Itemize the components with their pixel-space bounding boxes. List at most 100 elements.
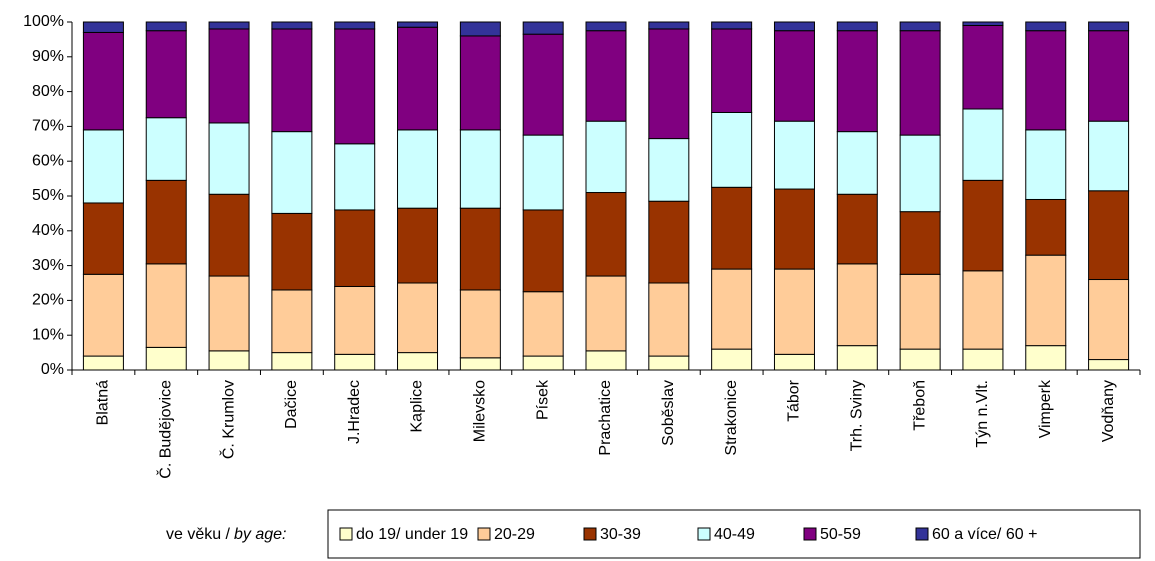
x-tick-label: Prachatice bbox=[597, 380, 614, 456]
y-tick-label: 50% bbox=[32, 187, 64, 204]
bar-segment bbox=[459, 35, 501, 131]
bar-segment bbox=[962, 348, 1004, 371]
bar-segment bbox=[334, 143, 376, 211]
bar-segment bbox=[522, 134, 564, 211]
bar-segment bbox=[1088, 21, 1130, 32]
bar-segment bbox=[208, 28, 250, 124]
bar-segment bbox=[899, 211, 941, 275]
bar-segment bbox=[899, 30, 941, 136]
bar-segment bbox=[82, 273, 124, 357]
bar-segment bbox=[711, 111, 753, 188]
bar-segment bbox=[334, 209, 376, 287]
bar-segment bbox=[271, 21, 313, 30]
bar-segment bbox=[1088, 190, 1130, 281]
y-tick-label: 30% bbox=[32, 257, 64, 274]
bar-segment bbox=[459, 129, 501, 209]
bar-segment bbox=[585, 120, 627, 194]
bar-segment bbox=[648, 282, 690, 357]
bar-segment bbox=[585, 350, 627, 371]
legend-label: do 19/ under 19 bbox=[356, 526, 468, 543]
bar-segment bbox=[1088, 279, 1130, 361]
bar-segment bbox=[962, 108, 1004, 181]
legend-swatch bbox=[583, 527, 597, 541]
legend-swatch bbox=[803, 527, 817, 541]
bar-segment bbox=[585, 30, 627, 122]
bar-segment bbox=[1088, 120, 1130, 192]
y-tick-label: 0% bbox=[41, 361, 64, 378]
legend-box bbox=[327, 509, 1141, 559]
bar-segment bbox=[648, 21, 690, 30]
bar-segment bbox=[773, 21, 815, 32]
bar-segment bbox=[1025, 345, 1067, 371]
bar-segment bbox=[962, 270, 1004, 350]
bar-segment bbox=[145, 179, 187, 265]
legend-label: 30-39 bbox=[600, 526, 641, 543]
y-tick-label: 60% bbox=[32, 152, 64, 169]
y-tick-label: 70% bbox=[32, 118, 64, 135]
bar-segment bbox=[145, 263, 187, 348]
y-tick-label: 90% bbox=[32, 48, 64, 65]
bar-segment bbox=[585, 192, 627, 277]
bar-segment bbox=[648, 200, 690, 284]
bar-segment bbox=[962, 21, 1004, 26]
y-tick-label: 10% bbox=[32, 326, 64, 343]
y-tick-label: 20% bbox=[32, 292, 64, 309]
x-tick-label: Blatná bbox=[95, 380, 112, 425]
x-tick-label: J.Hradec bbox=[346, 380, 363, 444]
bar-segment bbox=[522, 291, 564, 357]
bar-segment bbox=[836, 345, 878, 371]
bar-segment bbox=[711, 28, 753, 113]
legend-label: 50-59 bbox=[820, 526, 861, 543]
bar-segment bbox=[836, 193, 878, 265]
bar-segment bbox=[773, 120, 815, 190]
y-tick-label: 100% bbox=[23, 13, 64, 30]
bar-segment bbox=[397, 207, 439, 284]
x-tick-label: Písek bbox=[534, 379, 551, 420]
bar-segment bbox=[1088, 359, 1130, 371]
bar-segment bbox=[145, 30, 187, 119]
bar-segment bbox=[585, 275, 627, 352]
bar-segment bbox=[773, 353, 815, 371]
bar-segment bbox=[271, 352, 313, 371]
bar-segment bbox=[82, 355, 124, 371]
bar-segment bbox=[459, 289, 501, 359]
bar-segment bbox=[711, 268, 753, 350]
bar-segment bbox=[208, 350, 250, 371]
x-tick-label: Milevsko bbox=[472, 380, 489, 442]
x-tick-label: Třeboň bbox=[911, 380, 928, 431]
bar-segment bbox=[459, 357, 501, 371]
bar-segment bbox=[145, 346, 187, 371]
legend-swatch bbox=[477, 527, 491, 541]
bar-segment bbox=[773, 268, 815, 355]
bar-segment bbox=[208, 122, 250, 195]
bar-segment bbox=[648, 138, 690, 202]
bar-segment bbox=[522, 355, 564, 371]
bar-segment bbox=[711, 21, 753, 30]
bar-segment bbox=[522, 33, 564, 136]
bar-segment bbox=[1025, 254, 1067, 347]
y-tick-label: 40% bbox=[32, 222, 64, 239]
bar-segment bbox=[522, 21, 564, 35]
bar-segment bbox=[397, 282, 439, 354]
x-tick-label: Soběslav bbox=[660, 380, 677, 446]
bar-segment bbox=[773, 188, 815, 270]
bar-segment bbox=[82, 21, 124, 33]
bar-segment bbox=[271, 28, 313, 133]
legend-label: 20-29 bbox=[494, 526, 535, 543]
bar-segment bbox=[145, 117, 187, 181]
bar-segment bbox=[899, 348, 941, 371]
bar-segment bbox=[397, 129, 439, 209]
x-tick-label: Dačice bbox=[283, 380, 300, 429]
x-tick-label: Č. Budějovice bbox=[155, 380, 174, 479]
bar-segment bbox=[962, 24, 1004, 110]
legend-title: ve věku / bbox=[166, 526, 231, 543]
bar-segment bbox=[1025, 21, 1067, 32]
bar-segment bbox=[899, 273, 941, 350]
bar-segment bbox=[648, 355, 690, 371]
legend-title-en: by age: bbox=[234, 526, 286, 543]
bar-segment bbox=[711, 348, 753, 371]
bar-segment bbox=[82, 202, 124, 275]
x-tick-label: Trh. Sviny bbox=[849, 380, 866, 451]
legend-swatch bbox=[339, 527, 353, 541]
